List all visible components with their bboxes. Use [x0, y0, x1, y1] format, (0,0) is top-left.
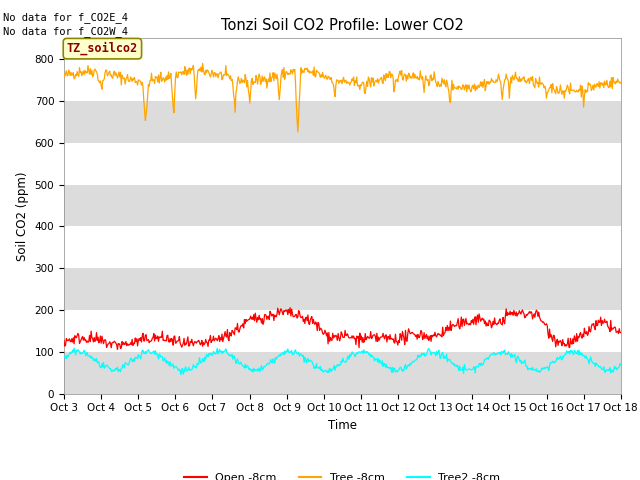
Bar [64, 352, 621, 394]
Bar [64, 185, 621, 227]
Text: TZ_soilco2: TZ_soilco2 [67, 42, 138, 55]
X-axis label: Time: Time [328, 419, 357, 432]
Y-axis label: Soil CO2 (ppm): Soil CO2 (ppm) [16, 171, 29, 261]
Text: No data for f_CO2W_4: No data for f_CO2W_4 [3, 26, 128, 37]
Title: Tonzi Soil CO2 Profile: Lower CO2: Tonzi Soil CO2 Profile: Lower CO2 [221, 18, 464, 33]
Bar [64, 101, 621, 143]
Text: No data for f_CO2E_4: No data for f_CO2E_4 [3, 12, 128, 23]
Legend: Open -8cm, Tree -8cm, Tree2 -8cm: Open -8cm, Tree -8cm, Tree2 -8cm [180, 468, 505, 480]
Bar [64, 268, 621, 310]
